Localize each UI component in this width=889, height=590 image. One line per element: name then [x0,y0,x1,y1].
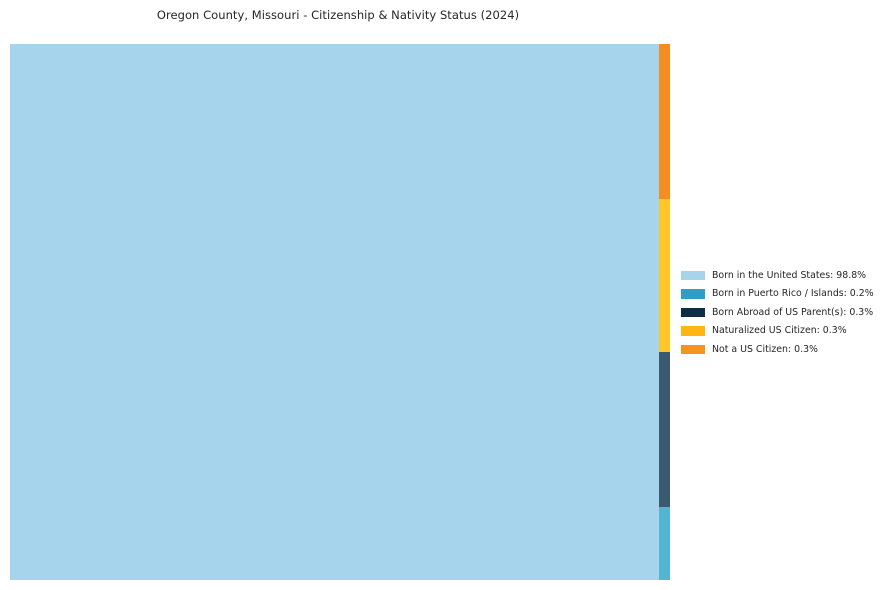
legend-label-born-in-puerto-rico-islands: Born in Puerto Rico / Islands: 0.2% [712,288,874,300]
treemap-tile-naturalized-us-citizen[interactable] [659,199,670,352]
legend-item-born-in-puerto-rico-islands[interactable]: Born in Puerto Rico / Islands: 0.2% [681,285,881,304]
legend-label-born-abroad-of-us-parents: Born Abroad of US Parent(s): 0.3% [712,306,874,318]
legend: Born in the United States: 98.8% Born in … [681,266,881,359]
legend-swatch-not-a-us-citizen [681,344,705,355]
treemap-tile-born-abroad-of-us-parents[interactable] [659,352,670,507]
legend-swatch-born-in-united-states [681,270,705,281]
page-title: Oregon County, Missouri - Citizenship & … [156,8,520,22]
legend-item-naturalized-us-citizen[interactable]: Naturalized US Citizen: 0.3% [681,322,881,341]
legend-label-not-a-us-citizen: Not a US Citizen: 0.3% [712,343,818,355]
treemap-tile-born-in-united-states[interactable] [10,44,659,580]
legend-item-not-a-us-citizen[interactable]: Not a US Citizen: 0.3% [681,340,881,359]
legend-swatch-naturalized-us-citizen [681,326,705,336]
legend-swatch-born-abroad-of-us-parents [681,307,705,318]
legend-label-born-in-united-states: Born in the United States: 98.8% [712,269,867,281]
legend-item-born-abroad-of-us-parents[interactable]: Born Abroad of US Parent(s): 0.3% [681,303,881,322]
legend-item-born-in-united-states[interactable]: Born in the United States: 98.8% [681,266,881,285]
treemap-tile-born-in-puerto-rico-islands[interactable] [659,507,670,580]
treemap-plot-area [10,44,670,580]
legend-swatch-born-in-puerto-rico-islands [681,289,705,299]
treemap-tile-not-a-us-citizen[interactable] [659,44,670,199]
legend-label-naturalized-us-citizen: Naturalized US Citizen: 0.3% [712,325,847,337]
